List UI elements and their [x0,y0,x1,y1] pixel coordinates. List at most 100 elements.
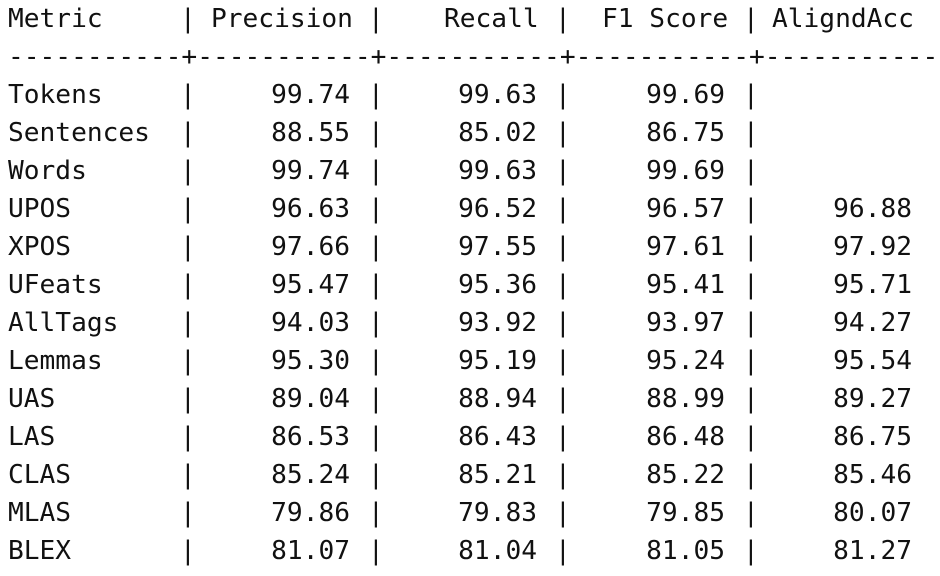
cell-aligned-acc: 89.27 [833,384,912,414]
column-divider: | [743,4,759,34]
cell-aligned-acc: 94.27 [833,308,912,338]
cell-recall: 85.21 [458,460,537,490]
table-row: UFeats 95.47 95.36 95.41 95.71 | | | | [8,266,940,304]
column-divider: | [743,270,759,300]
cell-f1: 93.97 [646,308,725,338]
cell-precision: 97.66 [271,232,350,262]
column-divider: | [368,194,384,224]
column-divider: | [555,536,571,566]
header-aligned-acc: AligndAcc [772,4,914,34]
cell-aligned-acc: 95.54 [833,346,912,376]
cell-recall: 86.43 [458,422,537,452]
cell-metric: MLAS [8,498,72,528]
cell-aligned-acc: 97.92 [833,232,912,262]
cell-recall: 95.19 [458,346,537,376]
column-divider: | [743,460,759,490]
table-row: CLAS 85.24 85.21 85.22 85.46 | | | | [8,456,940,494]
cell-recall: 81.04 [458,536,537,566]
cell-recall: 85.02 [458,118,537,148]
header-row: Metric | Precision | Recall | F1 Score |… [8,0,914,38]
cell-precision: 95.47 [271,270,350,300]
column-divider: | [368,498,384,528]
column-divider: | [555,498,571,528]
cell-f1: 86.48 [646,422,725,452]
cell-recall: 95.36 [458,270,537,300]
column-divider: | [743,346,759,376]
cell-precision: 96.63 [271,194,350,224]
column-divider: | [743,498,759,528]
header-metric: Metric [8,4,103,34]
column-divider: | [555,460,571,490]
cell-recall: 79.83 [458,498,537,528]
column-divider: | [180,156,196,186]
cell-f1: 99.69 [646,156,725,186]
cell-metric: Tokens [8,80,103,110]
column-divider: | [743,536,759,566]
column-divider: | [180,4,196,34]
column-divider: | [555,346,571,376]
cell-metric: BLEX [8,536,72,566]
table-row: UPOS 96.63 96.52 96.57 96.88 | | | | [8,190,940,228]
header-separator: -----------+-----------+-----------+----… [8,38,938,76]
table-row: LAS 86.53 86.43 86.48 86.75 | | | | [8,418,940,456]
table-row: MLAS 79.86 79.83 79.85 80.07 | | | | [8,494,940,532]
cell-recall: 88.94 [458,384,537,414]
column-divider: | [555,156,571,186]
column-divider: | [368,308,384,338]
column-divider: | [180,232,196,262]
column-divider: | [180,460,196,490]
column-divider: | [368,536,384,566]
header-precision: Precision [211,4,353,34]
separator-line: -----------+-----------+-----------+----… [8,42,939,72]
column-divider: | [555,422,571,452]
table-row: Sentences 88.55 85.02 86.75 | | | | [8,114,940,152]
column-divider: | [180,346,196,376]
table-row: Lemmas 95.30 95.19 95.24 95.54 | | | | [8,342,940,380]
cell-aligned-acc: 96.88 [833,194,912,224]
cell-aligned-acc: 86.75 [833,422,912,452]
column-divider: | [555,194,571,224]
column-divider: | [743,156,759,186]
cell-f1: 95.24 [646,346,725,376]
column-divider: | [743,80,759,110]
column-divider: | [368,118,384,148]
cell-aligned-acc: 85.46 [833,460,912,490]
cell-recall: 99.63 [458,80,537,110]
column-divider: | [180,308,196,338]
cell-f1: 88.99 [646,384,725,414]
column-divider: | [743,232,759,262]
cell-metric: UFeats [8,270,103,300]
cell-f1: 81.05 [646,536,725,566]
column-divider: | [743,308,759,338]
column-divider: | [368,384,384,414]
cell-recall: 97.55 [458,232,537,262]
cell-metric: Words [8,156,87,186]
column-divider: | [180,80,196,110]
cell-f1: 99.69 [646,80,725,110]
column-divider: | [180,498,196,528]
column-divider: | [180,536,196,566]
evaluation-table: Metric | Precision | Recall | F1 Score |… [8,0,940,576]
column-divider: | [368,346,384,376]
column-divider: | [555,270,571,300]
cell-f1: 96.57 [646,194,725,224]
cell-f1: 79.85 [646,498,725,528]
cell-metric: XPOS [8,232,72,262]
cell-recall: 93.92 [458,308,537,338]
column-divider: | [368,232,384,262]
cell-precision: 95.30 [271,346,350,376]
column-divider: | [368,4,384,34]
column-divider: | [368,460,384,490]
table-row: UAS 89.04 88.94 88.99 89.27 | | | | [8,380,940,418]
cell-metric: Sentences [8,118,150,148]
cell-aligned-acc: 95.71 [833,270,912,300]
table-row: XPOS 97.66 97.55 97.61 97.92 | | | | [8,228,940,266]
column-divider: | [555,4,571,34]
cell-precision: 88.55 [271,118,350,148]
cell-aligned-acc: 81.27 [833,536,912,566]
column-divider: | [180,384,196,414]
table-row: AllTags 94.03 93.92 93.97 94.27 | | | | [8,304,940,342]
column-divider: | [368,156,384,186]
column-divider: | [180,270,196,300]
column-divider: | [368,80,384,110]
